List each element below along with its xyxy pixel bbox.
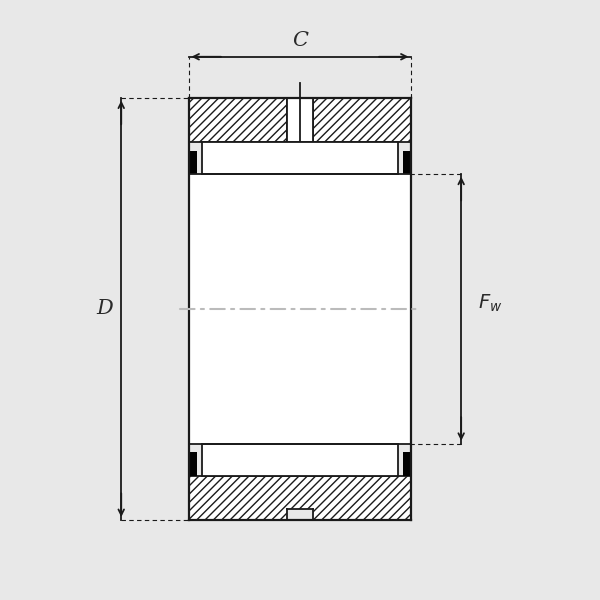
Text: D: D xyxy=(97,299,113,318)
Bar xyxy=(202,443,398,476)
Bar xyxy=(403,452,412,476)
Text: C: C xyxy=(292,31,308,50)
Bar xyxy=(188,98,287,142)
Bar xyxy=(287,98,313,142)
Bar xyxy=(403,151,412,174)
Bar xyxy=(188,174,412,443)
Bar xyxy=(313,98,412,142)
Bar xyxy=(202,142,398,174)
Text: $F_w$: $F_w$ xyxy=(478,292,502,314)
Bar xyxy=(188,476,412,520)
Bar xyxy=(287,509,313,520)
Bar xyxy=(188,151,197,174)
Bar xyxy=(188,452,197,476)
